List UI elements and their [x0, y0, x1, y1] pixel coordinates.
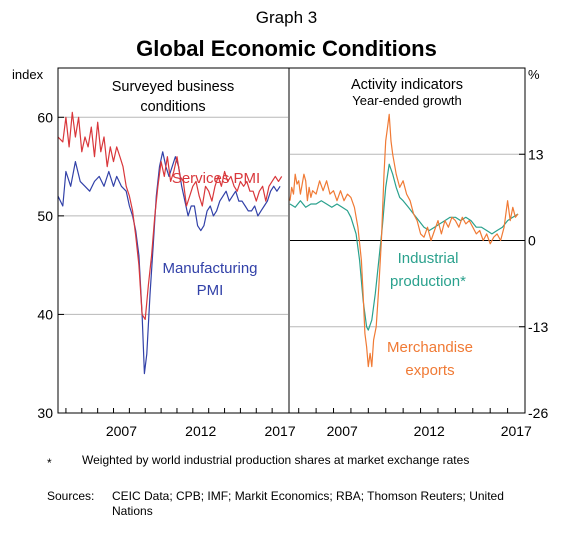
right-panel-title: Activity indicators	[351, 77, 463, 93]
series-label-industrial-production: Industrial	[398, 250, 459, 267]
gridlines	[58, 116, 525, 328]
series-line-services-pmi	[57, 111, 283, 320]
left-axis-unit-label: index	[12, 67, 44, 82]
right-panel-subtitle: Year-ended growth	[352, 93, 461, 108]
chart-labels: 30 40 50 60 -26 -13 0 13 2007 2012 2017 2007 2012 201…	[12, 67, 548, 439]
left-x-tick-label: 2007	[106, 423, 137, 439]
series-label-manufacturing-pmi: PMI	[197, 282, 224, 299]
right-y-tick-label: 0	[528, 233, 536, 249]
right-y-tick-label: -26	[528, 405, 548, 421]
axis-ticks	[58, 116, 525, 414]
left-y-tick-label: 40	[37, 306, 53, 322]
left-panel-title-line: conditions	[140, 99, 205, 115]
sources-label: Sources:	[47, 489, 95, 503]
left-y-tick-label: 60	[37, 109, 53, 125]
footnote-text: Weighted by world industrial production …	[82, 453, 470, 467]
sources-text: CEIC Data; CPB; IMF; Markit Economics; R…	[112, 489, 504, 518]
series-label-merchandise-exports: exports	[405, 362, 454, 379]
series-label-industrial-production: production*	[390, 273, 466, 290]
series-line-merchandise-exports	[289, 113, 519, 368]
right-x-tick-label: 2017	[501, 423, 532, 439]
series-label-manufacturing-pmi: Manufacturing	[162, 260, 257, 277]
left-panel-title-line: Surveyed business	[112, 79, 235, 95]
right-y-tick-label: -13	[528, 319, 548, 335]
series-label-services-pmi: Services PMI	[172, 170, 260, 187]
left-y-tick-label: 50	[37, 208, 53, 224]
footnote-marker: *	[47, 456, 52, 470]
right-x-tick-label: 2012	[414, 423, 445, 439]
left-x-tick-label: 2017	[264, 423, 295, 439]
right-axis-unit-label: %	[528, 67, 540, 82]
right-x-tick-label: 2007	[327, 423, 358, 439]
left-y-tick-label: 30	[37, 405, 53, 421]
left-x-tick-label: 2012	[185, 423, 216, 439]
graph-number: Graph 3	[255, 8, 318, 27]
chart-title: Global Economic Conditions	[136, 36, 437, 61]
series-lines	[57, 111, 519, 375]
right-y-tick-label: 13	[528, 146, 544, 162]
series-label-merchandise-exports: Merchandise	[387, 339, 473, 356]
series-line-industrial-production	[289, 163, 519, 331]
